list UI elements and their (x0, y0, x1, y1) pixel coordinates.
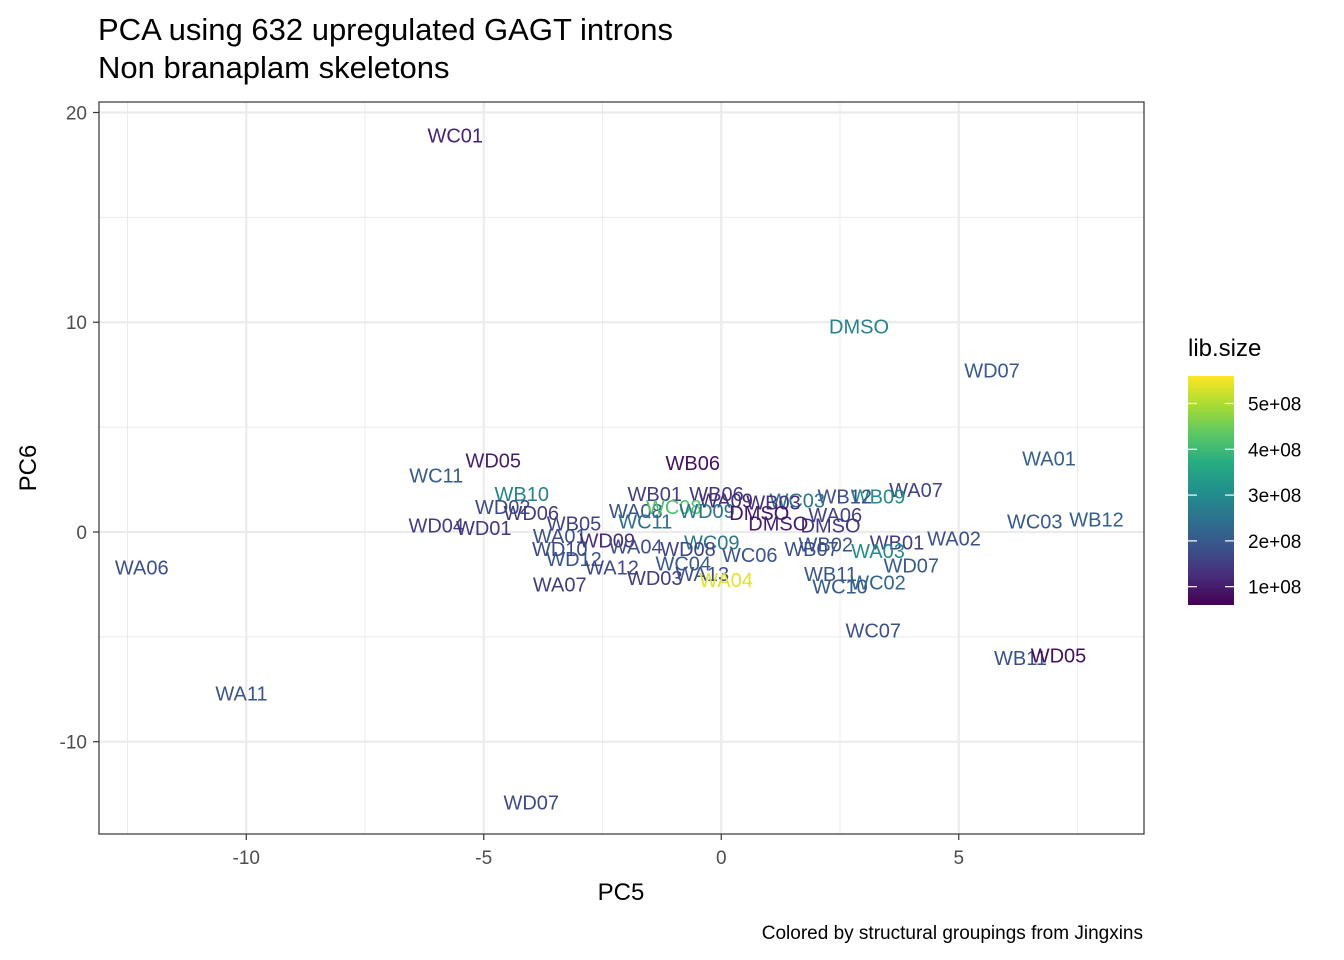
point-label: WC02 (850, 572, 906, 594)
legend-tick-label: 2e+08 (1248, 532, 1301, 553)
y-axis: -10 0 10 20 (60, 103, 99, 754)
point-label: WB06 (689, 484, 743, 506)
point-labels: WC01 DMSO WD07 WA01 WD05 WB06 WC11 WA07 WB10 WB01… (115, 126, 1124, 815)
point-label: WD05 (465, 451, 521, 473)
point-label: WB01 (628, 484, 682, 506)
point-label: WC03 (769, 491, 825, 513)
point-label: WB12 (1069, 509, 1123, 531)
point-label: WA09 (699, 491, 753, 513)
point-label: WB03 (746, 493, 800, 515)
point-label: DMSO (801, 516, 861, 538)
point-label: WB05 (547, 514, 601, 536)
point-label: WB11 (994, 648, 1047, 670)
legend-title: lib.size (1188, 335, 1261, 362)
y-tick-label: 0 (76, 523, 87, 544)
x-tick-label: 5 (953, 848, 964, 869)
y-tick-label: 20 (66, 103, 87, 124)
point-label: WA07 (533, 574, 587, 596)
point-label: WA03 (851, 541, 905, 563)
point-label: WB07 (784, 539, 838, 561)
legend-tick-label: 4e+08 (1248, 440, 1301, 461)
y-tick-label: 10 (66, 313, 87, 334)
point-label: WB06 (666, 453, 720, 475)
point-label: WD01 (456, 518, 512, 540)
point-label: WD10 (532, 539, 588, 561)
point-label: WD09 (679, 501, 735, 523)
point-label: WC01 (427, 126, 483, 148)
title-line-2: Non branaplam skeletons (98, 50, 450, 85)
point-label: WD07 (503, 793, 559, 815)
point-label: WC07 (845, 621, 901, 643)
point-label: WA07 (889, 480, 943, 502)
point-label: DMSO (729, 503, 789, 525)
point-label: WA08 (609, 501, 663, 523)
point-label: WC10 (812, 577, 868, 599)
point-label: WC06 (722, 545, 778, 567)
legend-tick-label: 1e+08 (1248, 578, 1301, 599)
point-label: WB12 (818, 486, 872, 508)
x-tick-label: -10 (233, 848, 260, 869)
point-label: WA04 (609, 537, 663, 559)
point-label: WC04 (655, 553, 711, 575)
x-tick-label: 0 (716, 848, 727, 869)
plot-panel-background (99, 102, 1144, 834)
chart-title: PCA using 632 upregulated GAGT introns N… (98, 12, 673, 85)
point-label: WA01 (1022, 449, 1076, 471)
point-label: WD07 (964, 360, 1020, 382)
legend-tick-label: 5e+08 (1248, 394, 1301, 415)
point-label: WA12 (585, 558, 639, 580)
point-label: DMSO (829, 316, 889, 338)
title-line-1: PCA using 632 upregulated GAGT introns (98, 12, 673, 47)
point-label: WB02 (799, 535, 853, 557)
point-label: WD04 (408, 516, 464, 538)
point-label: WA06 (808, 505, 862, 527)
point-label: WA01 (533, 526, 587, 548)
point-label: WA11 (215, 683, 267, 705)
x-tick-label: -5 (475, 848, 492, 869)
x-axis: -10 -5 0 5 (233, 834, 964, 869)
plot-panel-border (98, 101, 1145, 835)
point-label: WA13 (675, 564, 729, 586)
y-axis-title: PC6 (15, 445, 42, 492)
point-label: WD05 (1031, 646, 1087, 668)
point-label: WB10 (495, 484, 549, 506)
point-label: WD07 (883, 556, 939, 578)
grid-lines (99, 102, 1144, 834)
point-label: WC09 (684, 532, 740, 554)
point-label: WC08 (646, 497, 702, 519)
point-label: WA04 (699, 570, 753, 592)
point-label: WB01 (870, 532, 924, 554)
x-axis-title: PC5 (598, 879, 645, 906)
point-label: WD03 (627, 568, 683, 590)
y-tick-label: -10 (60, 733, 87, 754)
point-label: WA06 (115, 558, 169, 580)
point-label: WD12 (546, 549, 602, 571)
point-label: WC11 (618, 511, 672, 533)
point-label: WD06 (503, 503, 559, 525)
legend: lib.size 1e+08 2e+08 3e+08 4e+08 5e+08 (1188, 335, 1301, 605)
point-label: WA02 (927, 528, 981, 550)
legend-colorbar (1188, 376, 1234, 605)
caption: Colored by structural groupings from Jin… (762, 923, 1143, 944)
legend-ticks: 1e+08 2e+08 3e+08 4e+08 5e+08 (1188, 394, 1301, 599)
point-label: WC11 (409, 465, 463, 487)
point-label: WD09 (579, 530, 635, 552)
point-label: DMSO (748, 514, 808, 536)
point-label: WB09 (851, 486, 905, 508)
point-label: WD02 (475, 497, 531, 519)
point-label: WB11 (804, 564, 857, 586)
point-label: WD08 (660, 539, 716, 561)
legend-tick-label: 3e+08 (1248, 486, 1301, 507)
point-label: WC03 (1007, 511, 1063, 533)
